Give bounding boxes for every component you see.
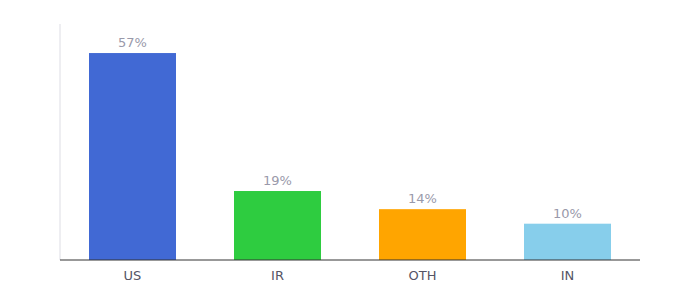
x-tick-label: OTH (409, 268, 437, 283)
x-tick-label: IN (561, 268, 575, 283)
x-tick-label: IR (271, 268, 284, 283)
bar (89, 53, 176, 260)
y-axis-line (60, 24, 61, 260)
data-label: 19% (263, 173, 292, 188)
data-label: 14% (408, 191, 437, 206)
bars (89, 53, 611, 260)
x-axis-line (60, 260, 640, 261)
bar (234, 191, 321, 260)
data-label: 57% (118, 35, 147, 50)
x-tick-label: US (124, 268, 142, 283)
chart: US IR OTH IN 57% 19% 14% 10% (0, 0, 680, 300)
bar (524, 224, 611, 260)
bar (379, 209, 466, 260)
data-label: 10% (553, 206, 582, 221)
chart-container: US IR OTH IN 57% 19% 14% 10% (0, 0, 680, 300)
